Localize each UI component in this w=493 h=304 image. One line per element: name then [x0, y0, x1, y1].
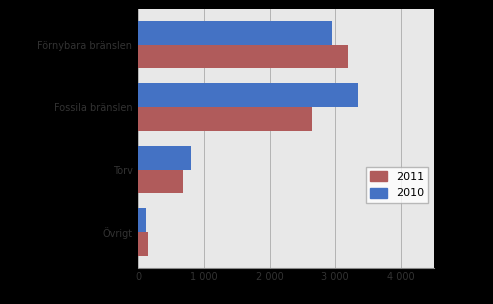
- Bar: [138, 21, 332, 45]
- Bar: [138, 208, 146, 232]
- Legend: 2011, 2010: 2011, 2010: [366, 167, 428, 203]
- Bar: [138, 107, 312, 131]
- Bar: [138, 146, 191, 170]
- Bar: [138, 170, 183, 193]
- Bar: [138, 83, 358, 107]
- Bar: [138, 45, 349, 68]
- Bar: [138, 232, 148, 256]
